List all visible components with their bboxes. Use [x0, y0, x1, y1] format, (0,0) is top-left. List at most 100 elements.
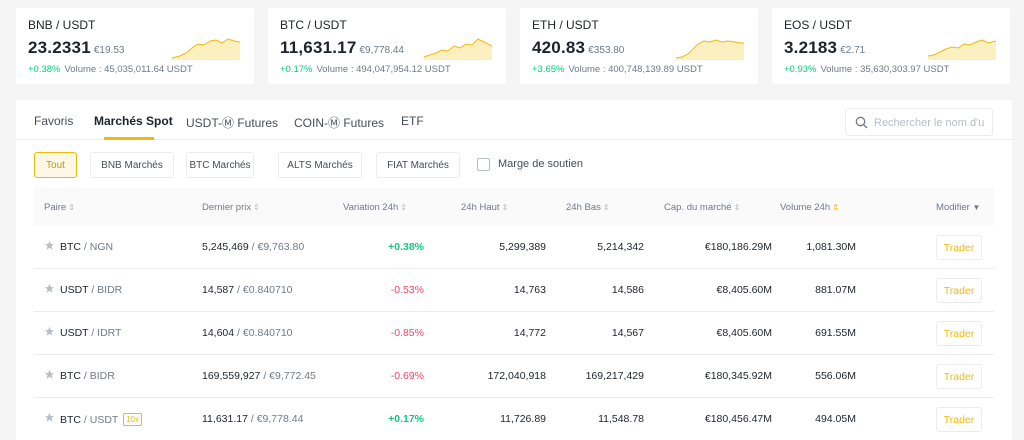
change-cell: +0.38% — [388, 241, 424, 253]
low-cell: 5,214,342 — [597, 241, 644, 253]
market-tabs: Favoris Marchés Spot USDT-Ⓜ Futures COIN… — [16, 100, 1012, 140]
sort-icon: ⇕ — [602, 203, 610, 212]
sparkline-chart — [928, 39, 996, 60]
search-box[interactable] — [845, 108, 993, 136]
ticker-fiat: €2.71 — [840, 45, 866, 56]
pair-cell[interactable]: USDT / BIDR — [60, 284, 122, 296]
sort-icon: ⇕ — [253, 203, 260, 212]
filter-fiat-markets[interactable]: FIAT Marchés — [376, 152, 460, 178]
high-cell: 5,299,389 — [499, 241, 546, 253]
ticker-change: +3.65% — [532, 64, 565, 75]
ticker-price: 3.2183 — [784, 38, 838, 57]
ticker-card-btc[interactable]: BTC / USDT 11,631.17 €9,778.44 +0.17% Volu… — [268, 8, 506, 84]
change-cell: -0.53% — [390, 284, 424, 296]
filter-bnb-markets[interactable]: BNB Marchés — [90, 152, 174, 178]
tab-etf[interactable]: ETF — [401, 114, 424, 128]
search-input[interactable] — [874, 114, 988, 132]
active-tab-indicator — [104, 137, 154, 140]
trade-button[interactable]: Trader — [936, 407, 982, 432]
col-last-price[interactable]: Dernier prix ⇕ — [202, 202, 260, 213]
col-label: Cap. du marché — [664, 202, 732, 213]
trade-button[interactable]: Trader — [936, 278, 982, 303]
market-cap-cell: €180,186.29M — [704, 241, 772, 253]
last-price-fiat: / €0.840710 — [237, 284, 293, 296]
search-icon — [855, 116, 868, 129]
star-icon[interactable] — [44, 283, 55, 294]
table-row[interactable]: USDT / IDRT 14,604 / €0.840710 -0.85% 14,77… — [34, 312, 994, 355]
star-icon[interactable] — [44, 326, 55, 337]
tab-spot-markets[interactable]: Marchés Spot — [94, 114, 173, 128]
last-price-cell: 169,559,927 / €9,772.45 — [202, 370, 316, 382]
markets-panel: Favoris Marchés Spot USDT-Ⓜ Futures COIN… — [16, 100, 1012, 440]
last-price-cell: 5,245,469 / €9,763.80 — [202, 241, 304, 253]
col-modify[interactable]: Modifier ▼ — [936, 202, 980, 213]
table-row[interactable]: USDT / BIDR 14,587 / €0.840710 -0.53% 14,76… — [34, 269, 994, 312]
col-label: 24h Haut — [461, 202, 500, 213]
filter-btc-markets[interactable]: BTC Marchés — [186, 152, 254, 178]
pair-cell[interactable]: BTC / USDT 10x — [60, 413, 142, 426]
change-cell: +0.17% — [388, 413, 424, 425]
market-cap-cell: €180,456.47M — [704, 413, 772, 425]
high-cell: 14,763 — [513, 284, 546, 296]
sort-icon: ⇕ — [733, 203, 741, 212]
high-cell: 11,726.89 — [500, 413, 546, 425]
pair-cell[interactable]: BTC / NGN — [60, 241, 113, 253]
col-high[interactable]: 24h Haut ⇕ — [461, 202, 508, 213]
col-label: 24h Bas — [566, 202, 601, 213]
tab-favoris[interactable]: Favoris — [34, 114, 74, 128]
sparkline-chart — [676, 39, 744, 60]
star-icon[interactable] — [44, 240, 55, 251]
filter-alts-markets[interactable]: ALTS Marchés — [278, 152, 362, 178]
sparkline-chart — [172, 38, 240, 60]
pair-quote: / IDRT — [91, 327, 122, 339]
last-price-fiat: / €9,763.80 — [251, 241, 305, 253]
ticker-card-bnb[interactable]: BNB / USDT 23.2331 €19.53 +0.38% Volume : … — [16, 8, 254, 84]
col-change[interactable]: Variation 24h ⇕ — [343, 202, 407, 213]
ticker-volume: Volume : 45,035,011.64 USDT — [64, 64, 193, 75]
sort-icon: ⇕ — [832, 203, 839, 212]
last-price: 169,559,927 — [202, 370, 261, 382]
pair-base: BTC — [60, 370, 81, 382]
star-icon[interactable] — [44, 412, 55, 423]
tab-coin-futures[interactable]: COIN-Ⓜ Futures — [294, 116, 385, 130]
ticker-pair: BNB / USDT — [28, 18, 96, 32]
ticker-volume: Volume : 400,748,139.89 USDT — [568, 64, 703, 75]
table-row[interactable]: BTC / NGN 5,245,469 / €9,763.80 +0.38% 5,29… — [34, 226, 994, 269]
ticker-volume: Volume : 35,630,303.97 USDT — [820, 64, 950, 75]
ticker-card-eth[interactable]: ETH / USDT 420.83 €353.80 +3.65% Volume : … — [520, 8, 758, 84]
star-icon[interactable] — [44, 369, 55, 380]
col-label: Volume 24h — [780, 202, 831, 213]
col-market-cap[interactable]: Cap. du marché ⇕ — [664, 202, 740, 213]
low-cell: 11,548.78 — [598, 413, 644, 425]
last-price-fiat: / €9,772.45 — [263, 370, 316, 382]
trade-button[interactable]: Trader — [936, 321, 982, 346]
pair-quote: / BIDR — [91, 284, 123, 296]
pair-cell[interactable]: USDT / IDRT — [60, 327, 121, 339]
trade-button[interactable]: Trader — [936, 235, 982, 260]
ticker-change: +0.17% — [280, 64, 313, 75]
ticker-pair: EOS / USDT — [784, 18, 853, 32]
pair-base: USDT — [60, 327, 89, 339]
trade-button[interactable]: Trader — [936, 364, 982, 389]
table-row[interactable]: BTC / BIDR 169,559,927 / €9,772.45 -0.69% 1… — [34, 355, 994, 398]
change-cell: -0.69% — [390, 370, 424, 382]
margin-checkbox[interactable] — [477, 158, 490, 171]
col-low[interactable]: 24h Bas ⇕ — [566, 202, 610, 213]
table-row[interactable]: BTC / USDT 10x 11,631.17 / €9,778.44 +0.17… — [34, 398, 994, 440]
volume-cell: 881.07M — [815, 284, 856, 296]
col-pair[interactable]: Paire ⇕ — [44, 202, 75, 213]
col-label: Modifier — [936, 202, 970, 213]
last-price-cell: 14,587 / €0.840710 — [202, 284, 293, 296]
volume-cell: 556.06M — [815, 370, 856, 382]
pair-base: BTC — [60, 414, 81, 426]
pair-base: USDT — [60, 284, 89, 296]
market-cap-cell: €180,345.92M — [704, 370, 772, 382]
col-volume[interactable]: Volume 24h ⇕ — [780, 202, 839, 213]
ticker-card-eos[interactable]: EOS / USDT 3.2183 €2.71 +0.93% Volume : 35… — [772, 8, 1010, 84]
volume-cell: 691.55M — [815, 327, 856, 339]
tab-usdt-futures[interactable]: USDT-Ⓜ Futures — [186, 116, 279, 130]
ticker-volume: Volume : 494,047,954.12 USDT — [316, 64, 451, 75]
pair-cell[interactable]: BTC / BIDR — [60, 370, 115, 382]
filter-all[interactable]: Tout — [34, 152, 77, 178]
last-price-cell: 11,631.17 / €9,778.44 — [202, 413, 303, 425]
